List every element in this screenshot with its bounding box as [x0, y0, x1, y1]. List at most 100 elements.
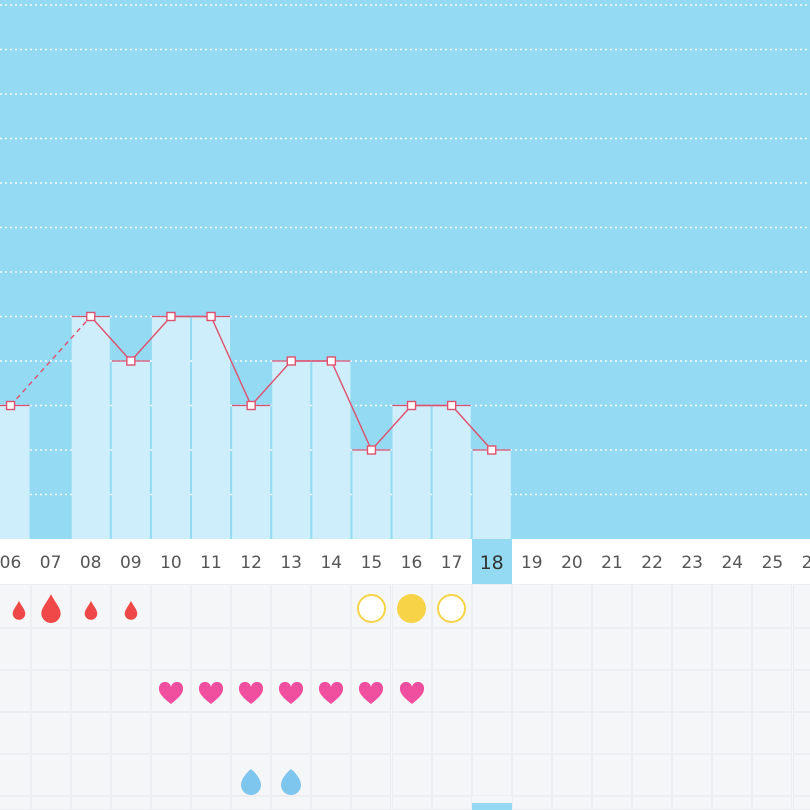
log-cell[interactable] — [311, 796, 352, 810]
log-cell[interactable] — [70, 712, 111, 754]
log-cell[interactable] — [712, 670, 753, 712]
log-cell[interactable] — [471, 712, 512, 754]
log-cell[interactable] — [792, 712, 810, 754]
log-cell[interactable] — [271, 796, 312, 810]
log-cell[interactable] — [431, 712, 472, 754]
day-label[interactable]: 23 — [681, 553, 703, 573]
log-cell[interactable] — [150, 712, 191, 754]
log-cell[interactable] — [792, 628, 810, 670]
log-cell[interactable] — [672, 670, 713, 712]
mucus-drop-icon[interactable] — [240, 768, 262, 796]
log-cell[interactable] — [551, 796, 592, 810]
temperature-bar-11[interactable] — [192, 316, 231, 540]
log-cell[interactable] — [191, 628, 232, 670]
log-cell[interactable] — [311, 584, 352, 628]
log-cell[interactable] — [271, 754, 312, 796]
log-cell[interactable] — [311, 712, 352, 754]
log-cell[interactable] — [511, 584, 552, 628]
temperature-point-16[interactable] — [406, 400, 417, 411]
log-cell[interactable] — [351, 670, 392, 712]
log-cell[interactable] — [471, 803, 512, 810]
log-cell[interactable] — [231, 628, 272, 670]
log-cell[interactable] — [391, 670, 432, 712]
log-cell[interactable] — [511, 670, 552, 712]
log-cell[interactable] — [231, 670, 272, 712]
log-cell[interactable] — [70, 670, 111, 712]
day-label[interactable]: 16 — [400, 553, 423, 573]
log-cell[interactable] — [271, 584, 312, 628]
heart-icon[interactable] — [158, 681, 184, 706]
log-cell[interactable] — [471, 670, 512, 712]
mucus-drop-icon[interactable] — [280, 768, 302, 796]
temperature-point-13[interactable] — [286, 356, 296, 366]
log-cell[interactable] — [752, 712, 793, 754]
log-cell[interactable] — [511, 628, 552, 670]
temperature-bar-08[interactable] — [71, 316, 110, 540]
log-cell[interactable] — [792, 754, 810, 796]
temperature-bar-17[interactable] — [432, 405, 471, 540]
log-cell[interactable] — [712, 796, 753, 810]
log-cell[interactable] — [431, 796, 472, 810]
day-label-today[interactable]: 18 — [471, 539, 512, 584]
day-label[interactable]: 21 — [601, 553, 623, 573]
heart-icon[interactable] — [358, 681, 384, 706]
period-drop-icon[interactable] — [12, 600, 26, 620]
log-cell[interactable] — [70, 754, 111, 796]
log-cell[interactable] — [110, 754, 151, 796]
log-cell[interactable] — [110, 584, 151, 628]
day-label[interactable]: 11 — [200, 553, 222, 573]
heart-icon[interactable] — [198, 681, 224, 706]
ovulation-outline-circle-icon[interactable] — [356, 593, 386, 623]
day-label[interactable]: 12 — [240, 553, 262, 573]
log-cell[interactable] — [672, 796, 713, 810]
log-cell[interactable] — [752, 670, 793, 712]
log-cell[interactable] — [311, 628, 352, 670]
log-cell[interactable] — [311, 670, 352, 712]
log-cell[interactable] — [231, 796, 272, 810]
log-cell[interactable] — [150, 754, 191, 796]
log-cell[interactable] — [391, 754, 432, 796]
log-cell[interactable] — [551, 628, 592, 670]
heart-icon[interactable] — [318, 681, 344, 706]
log-cell[interactable] — [0, 584, 31, 628]
log-cell[interactable] — [551, 754, 592, 796]
log-cell[interactable] — [752, 584, 793, 628]
temperature-bar-10[interactable] — [151, 316, 190, 540]
log-cell[interactable] — [0, 628, 31, 670]
log-cell[interactable] — [672, 584, 713, 628]
day-label[interactable]: 17 — [440, 553, 463, 573]
day-label[interactable]: 08 — [79, 553, 102, 573]
temperature-point-18[interactable] — [487, 445, 497, 455]
log-cell[interactable] — [471, 584, 512, 628]
log-cell[interactable] — [792, 796, 810, 810]
temperature-point-10[interactable] — [166, 311, 176, 322]
log-cell[interactable] — [311, 754, 352, 796]
log-cell[interactable] — [351, 712, 392, 754]
log-cell[interactable] — [592, 670, 633, 712]
log-cell[interactable] — [632, 628, 673, 670]
ovulation-outline-circle-icon[interactable] — [437, 593, 467, 623]
temperature-point-14[interactable] — [326, 356, 337, 366]
log-cell[interactable] — [592, 796, 633, 810]
day-label[interactable]: 22 — [641, 553, 663, 573]
log-cell[interactable] — [592, 712, 633, 754]
temperature-bar-15[interactable] — [352, 450, 391, 539]
log-cell[interactable] — [632, 712, 673, 754]
log-cell[interactable] — [110, 712, 151, 754]
log-cell[interactable] — [752, 796, 793, 810]
log-cell[interactable] — [431, 584, 472, 628]
log-cell[interactable] — [110, 628, 151, 670]
log-cell[interactable] — [391, 712, 432, 754]
log-cell[interactable] — [231, 584, 272, 628]
day-label[interactable]: 09 — [119, 553, 142, 573]
log-cell[interactable] — [30, 796, 71, 810]
log-cell[interactable] — [351, 796, 392, 810]
day-label[interactable]: 19 — [520, 553, 543, 573]
log-cell[interactable] — [391, 584, 432, 628]
temperature-bar-14[interactable] — [312, 361, 351, 539]
log-cell[interactable] — [110, 796, 151, 810]
day-label[interactable]: 07 — [39, 553, 62, 573]
log-cell[interactable] — [391, 796, 432, 810]
period-drop-icon[interactable] — [124, 600, 138, 620]
day-label[interactable]: 10 — [160, 553, 182, 573]
